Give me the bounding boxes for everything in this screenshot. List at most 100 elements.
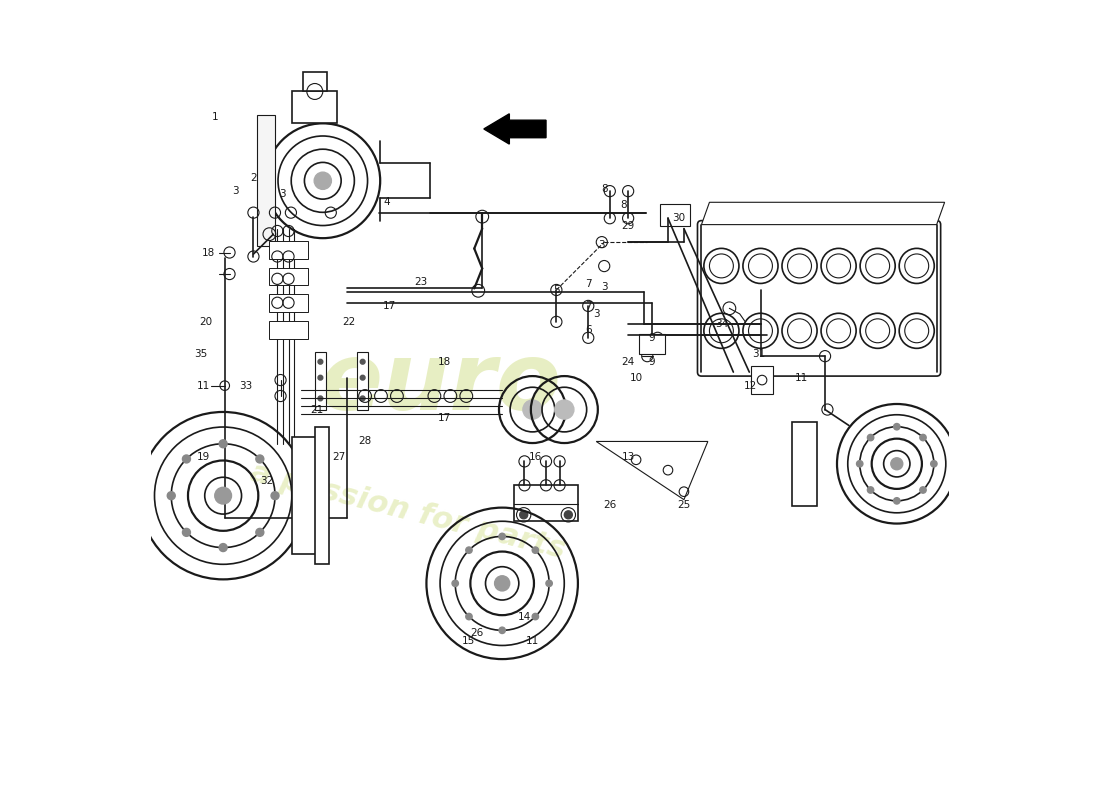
Circle shape	[564, 511, 572, 518]
Circle shape	[214, 487, 231, 504]
Circle shape	[183, 455, 190, 463]
Text: 3: 3	[593, 309, 600, 319]
Text: 11: 11	[526, 636, 539, 646]
Text: 17: 17	[438, 413, 451, 422]
Bar	[514, 486, 578, 521]
Circle shape	[256, 455, 264, 463]
Circle shape	[893, 423, 900, 430]
Text: 4: 4	[383, 198, 389, 207]
Circle shape	[893, 498, 900, 504]
Circle shape	[271, 492, 279, 500]
Text: 7: 7	[585, 279, 592, 290]
Text: 11: 11	[197, 381, 210, 390]
Text: euro: euro	[319, 338, 562, 430]
Text: 23: 23	[415, 277, 428, 287]
Text: 17: 17	[383, 301, 396, 311]
Circle shape	[868, 434, 873, 441]
Text: 28: 28	[359, 437, 372, 446]
Text: 12: 12	[745, 381, 758, 390]
Text: 11: 11	[794, 373, 807, 382]
Bar	[257, 115, 275, 246]
Text: 2: 2	[250, 174, 256, 183]
Circle shape	[495, 576, 509, 591]
Text: 7: 7	[585, 301, 592, 311]
Bar	[270, 321, 308, 338]
Text: 13: 13	[621, 452, 635, 462]
Bar	[302, 71, 327, 91]
Circle shape	[522, 400, 542, 419]
Circle shape	[868, 487, 873, 493]
Text: 27: 27	[332, 452, 345, 462]
Text: 18: 18	[202, 247, 216, 258]
Text: 24: 24	[621, 357, 635, 366]
Bar	[358, 352, 368, 410]
Text: 9: 9	[649, 333, 656, 343]
Bar	[315, 352, 326, 410]
Text: 14: 14	[518, 612, 531, 622]
Text: 34: 34	[715, 319, 728, 330]
Text: 10: 10	[629, 373, 642, 382]
Circle shape	[318, 359, 322, 364]
Text: 5: 5	[553, 285, 560, 295]
Text: 30: 30	[672, 214, 685, 223]
Text: 8: 8	[620, 200, 627, 210]
Bar	[292, 437, 317, 554]
Circle shape	[361, 359, 365, 364]
Bar	[792, 422, 817, 506]
Text: 16: 16	[529, 452, 542, 462]
Text: 3: 3	[232, 186, 239, 196]
Text: 19: 19	[197, 452, 210, 462]
Circle shape	[361, 375, 365, 380]
Text: 15: 15	[462, 636, 475, 646]
Bar	[270, 268, 308, 286]
FancyBboxPatch shape	[697, 221, 940, 376]
Text: 3: 3	[601, 282, 607, 292]
Circle shape	[318, 396, 322, 401]
Circle shape	[361, 396, 365, 401]
Text: 20: 20	[199, 317, 212, 327]
Text: 22: 22	[342, 317, 355, 327]
Circle shape	[465, 547, 472, 554]
Text: a passion for parts: a passion for parts	[248, 458, 569, 565]
Circle shape	[256, 528, 264, 536]
Text: 3: 3	[279, 190, 286, 199]
Bar	[293, 91, 337, 123]
Circle shape	[499, 627, 505, 634]
Circle shape	[499, 534, 505, 539]
Text: 6: 6	[585, 325, 592, 335]
Circle shape	[315, 172, 331, 190]
Text: 25: 25	[678, 500, 691, 510]
Polygon shape	[702, 202, 945, 225]
Circle shape	[857, 461, 862, 467]
Circle shape	[920, 487, 926, 493]
Circle shape	[920, 434, 926, 441]
Circle shape	[891, 458, 903, 470]
Text: 8: 8	[601, 184, 607, 194]
Text: 32: 32	[261, 476, 274, 486]
Bar	[315, 427, 329, 564]
Circle shape	[519, 511, 528, 518]
Circle shape	[532, 614, 539, 620]
Text: 35: 35	[195, 349, 208, 358]
Text: 29: 29	[621, 222, 635, 231]
Circle shape	[318, 375, 322, 380]
Bar	[660, 204, 691, 226]
Bar	[270, 242, 308, 259]
Text: 3: 3	[598, 239, 605, 250]
Text: 33: 33	[239, 381, 252, 390]
Bar	[639, 334, 664, 354]
Text: 9: 9	[649, 357, 656, 366]
FancyArrow shape	[484, 114, 546, 144]
Polygon shape	[596, 442, 708, 500]
Bar	[270, 294, 308, 311]
Circle shape	[219, 440, 227, 448]
Circle shape	[219, 543, 227, 551]
Circle shape	[931, 461, 937, 467]
Circle shape	[465, 614, 472, 620]
Circle shape	[167, 492, 175, 500]
Circle shape	[183, 528, 190, 536]
Circle shape	[554, 400, 574, 419]
Circle shape	[532, 547, 539, 554]
Text: 26: 26	[470, 628, 483, 638]
Text: 18: 18	[438, 357, 451, 366]
